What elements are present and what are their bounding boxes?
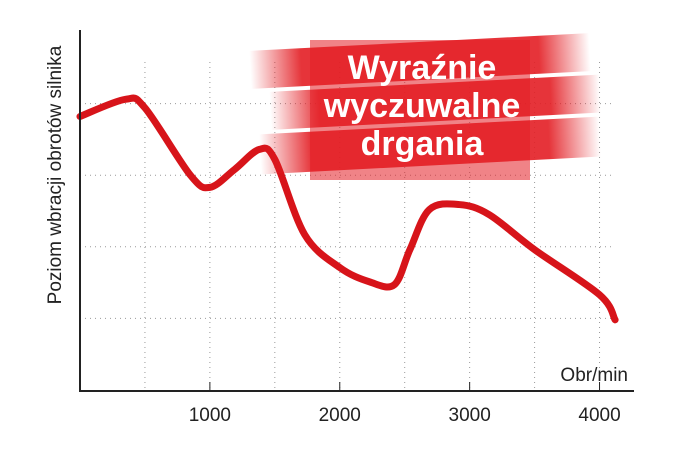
y-axis-label: Poziom wbracji obrotów silnika xyxy=(45,45,66,304)
annotation: wyczuwalne xyxy=(323,87,521,125)
x-tick-label: 2000 xyxy=(319,405,361,426)
x-tick-label: 1000 xyxy=(189,405,231,426)
x-axis-label: Obr/min xyxy=(560,365,628,386)
annotation-banner xyxy=(249,33,601,180)
annotation: Wyraźnie xyxy=(348,49,497,87)
x-tick-label: 4000 xyxy=(578,405,620,426)
line xyxy=(76,94,619,324)
annotation: drgania xyxy=(361,125,485,163)
x-tick-label: 3000 xyxy=(449,405,491,426)
